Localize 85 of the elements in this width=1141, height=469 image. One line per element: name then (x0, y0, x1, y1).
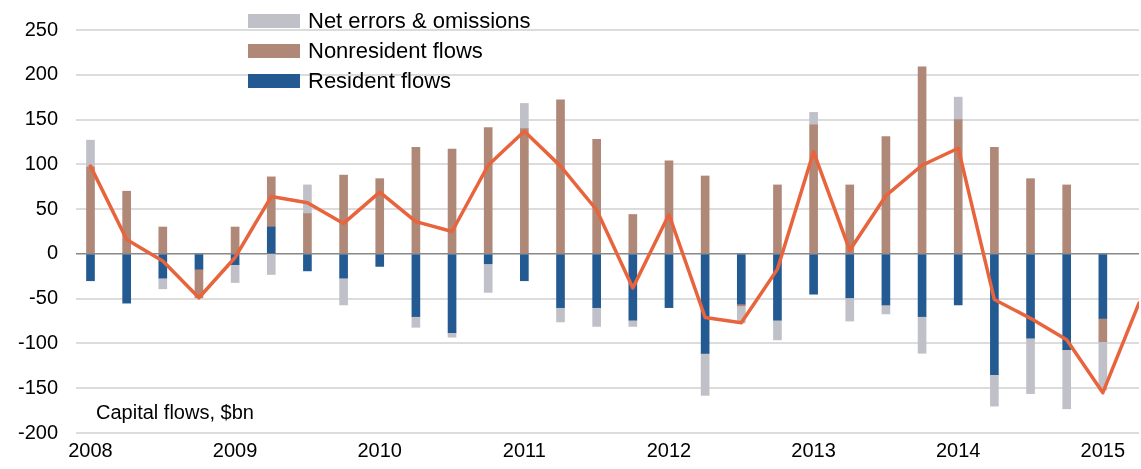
bar (592, 307, 601, 327)
y-tick-label: 150 (24, 107, 59, 130)
bar (339, 174, 348, 254)
y-tick-label: -100 (18, 330, 59, 353)
annotation: Capital flows, $bn (96, 400, 254, 423)
bar (86, 254, 95, 282)
bar (845, 254, 855, 299)
bar (158, 277, 168, 290)
bar (86, 166, 95, 254)
bar (1098, 254, 1108, 319)
bar (86, 139, 95, 168)
bar (266, 176, 276, 228)
bar (953, 96, 963, 120)
bar (375, 254, 385, 267)
bar (375, 178, 385, 254)
bar (990, 374, 999, 407)
bar (520, 128, 529, 254)
bar (1026, 254, 1035, 339)
bar (1026, 178, 1035, 254)
x-tick-label: 2010 (357, 438, 402, 461)
bar (953, 254, 963, 306)
y-tick-label: 250 (24, 17, 59, 40)
bar (592, 254, 601, 308)
bar (1062, 184, 1072, 254)
y-tick-label: 50 (35, 196, 59, 219)
bar (483, 263, 493, 293)
legend-label: Net errors & omissions (308, 7, 531, 35)
bar (520, 254, 529, 282)
y-tick-label: 0 (46, 241, 59, 264)
bar (483, 127, 493, 254)
bar (483, 254, 493, 265)
x-tick-label: 2008 (68, 438, 113, 461)
y-tick-label: -150 (18, 375, 59, 398)
y-tick-label: 200 (24, 62, 59, 85)
bar (266, 254, 276, 275)
bar (773, 319, 782, 341)
bar (556, 99, 565, 254)
x-tick-label: 2013 (791, 438, 836, 461)
bar (303, 254, 312, 272)
y-tick-label: -50 (29, 286, 59, 309)
bar (411, 254, 421, 317)
bar (122, 190, 131, 254)
bar (447, 332, 457, 338)
bar (520, 103, 529, 129)
bar (339, 254, 348, 279)
bar (592, 138, 601, 254)
bar (266, 226, 276, 254)
y-tick-label: -200 (18, 420, 59, 443)
bar (628, 214, 638, 254)
legend-label: Nonresident flows (308, 37, 483, 65)
legend-label: Resident flows (308, 67, 452, 95)
bar (809, 254, 818, 295)
bar (1026, 337, 1035, 394)
bar (917, 66, 927, 254)
bar (303, 213, 312, 254)
bar (556, 307, 565, 323)
bar (122, 254, 131, 304)
x-tick-label: 2015 (1080, 438, 1126, 461)
bar (917, 316, 927, 354)
x-tick-label: 2014 (935, 438, 981, 461)
bar (1062, 254, 1072, 351)
bar (773, 184, 782, 254)
bar (845, 297, 855, 322)
bar (664, 254, 674, 308)
bar (809, 112, 818, 126)
bar (339, 277, 348, 306)
bar (628, 319, 638, 327)
bar (881, 254, 891, 306)
bar (990, 254, 999, 376)
y-tick-label: 100 (24, 151, 59, 174)
bar (1062, 349, 1072, 410)
bar (917, 254, 927, 317)
bar (158, 226, 168, 254)
x-tick-label: 2011 (502, 438, 546, 461)
x-tick-label: 2009 (212, 438, 258, 461)
bar (194, 254, 204, 270)
bar (809, 124, 818, 254)
bar (990, 146, 999, 254)
bar (700, 352, 710, 396)
bar (700, 175, 710, 254)
x-tick-label: 2012 (646, 438, 692, 461)
bar (447, 254, 457, 334)
bar (736, 254, 746, 305)
bar (953, 119, 963, 254)
bar (556, 254, 565, 308)
